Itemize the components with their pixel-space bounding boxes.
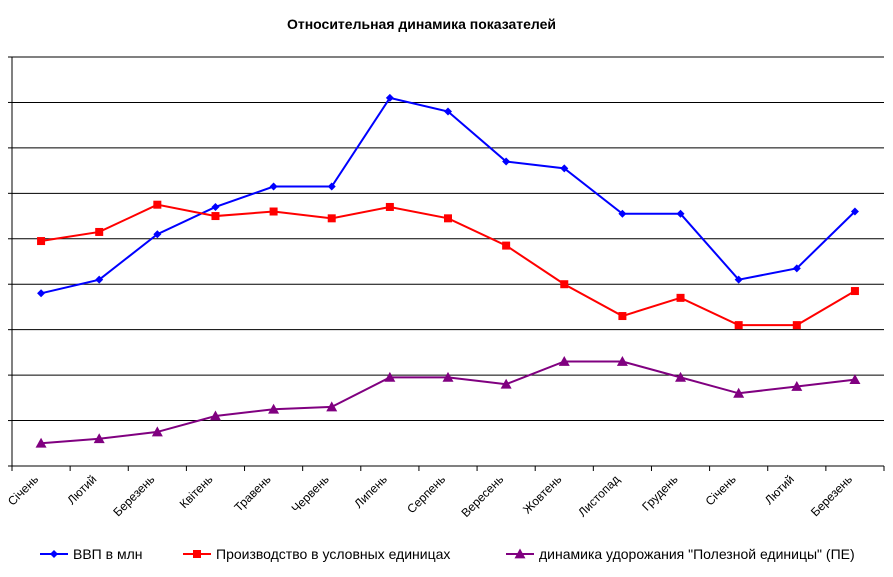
- data-point-square: [676, 293, 685, 302]
- data-point-diamond: [618, 209, 627, 218]
- data-point-square: [269, 207, 278, 216]
- data-point-diamond: [676, 209, 685, 218]
- series-group: [35, 93, 861, 448]
- data-point-triangle: [326, 401, 338, 412]
- data-point-square: [193, 550, 201, 558]
- x-tick-label: Серпень: [404, 472, 448, 516]
- data-point-square: [734, 321, 743, 330]
- series-3: [35, 355, 861, 448]
- data-point-triangle: [384, 371, 396, 382]
- x-tick-label: Березень: [110, 472, 157, 519]
- x-tick-label: Листопад: [575, 472, 622, 519]
- x-tick-label: Квітень: [177, 472, 216, 511]
- data-point-square: [211, 212, 220, 221]
- data-point-triangle: [442, 371, 454, 382]
- data-point-triangle: [849, 374, 861, 385]
- data-point-diamond: [37, 289, 46, 298]
- x-tick-label: Жовтень: [520, 472, 564, 516]
- x-tick-label: Липень: [351, 472, 390, 511]
- data-point-square: [385, 202, 394, 211]
- series-2: [37, 200, 859, 330]
- data-point-square: [618, 312, 627, 321]
- data-point-triangle: [733, 387, 745, 398]
- data-point-diamond: [50, 550, 58, 558]
- data-point-triangle: [268, 403, 280, 414]
- legend: ВВП в млн Производство в условных единица…: [40, 546, 855, 562]
- series-line: [40, 203, 856, 327]
- data-point-diamond: [444, 107, 452, 116]
- x-tick-label: Березень: [808, 472, 855, 519]
- data-point-diamond: [211, 202, 220, 211]
- legend-item-2: Производство в условных единицах: [183, 546, 450, 562]
- data-point-square: [37, 237, 46, 246]
- x-tick-labels: Січень Лютий Березень Квітень Травень Червень…: [5, 472, 855, 520]
- data-point-diamond: [269, 182, 278, 191]
- data-point-square: [153, 200, 162, 209]
- data-point-diamond: [792, 264, 801, 273]
- data-point-triangle: [93, 433, 105, 444]
- data-point-diamond: [385, 93, 394, 102]
- data-point-diamond: [734, 275, 743, 284]
- data-point-square: [560, 280, 569, 289]
- chart-title: Относительная динамика показателей: [286, 16, 557, 32]
- data-point-triangle: [616, 355, 628, 366]
- x-tick-label: Вересень: [458, 472, 506, 520]
- x-tick-label: Травень: [231, 472, 273, 514]
- data-point-square: [792, 321, 801, 330]
- data-point-triangle: [675, 371, 687, 382]
- data-point-triangle: [558, 355, 570, 366]
- legend-label: динамика удорожания "Полезной единицы" (…: [539, 546, 855, 562]
- series-line: [40, 96, 856, 295]
- data-point-square: [850, 287, 859, 296]
- data-point-triangle: [151, 426, 163, 437]
- data-point-diamond: [560, 164, 569, 173]
- data-point-diamond: [153, 230, 162, 239]
- data-point-diamond: [502, 157, 511, 166]
- series-1: [37, 93, 859, 298]
- data-point-triangle: [209, 410, 221, 421]
- data-point-square: [95, 227, 104, 236]
- data-point-square: [444, 214, 452, 223]
- x-tick-label: Січень: [703, 472, 739, 508]
- data-point-triangle: [500, 378, 512, 389]
- data-point-triangle: [35, 437, 47, 448]
- axes: [8, 56, 885, 471]
- data-point-square: [502, 241, 511, 250]
- x-tick-label: Лютий: [762, 472, 797, 507]
- x-tick-label: Січень: [5, 472, 41, 508]
- x-tick-label: Грудень: [639, 472, 680, 513]
- data-point-diamond: [327, 182, 336, 191]
- legend-item-3: динамика удорожания "Полезной единицы" (…: [506, 546, 855, 562]
- data-point-triangle: [514, 548, 526, 559]
- data-point-triangle: [791, 380, 803, 391]
- data-point-diamond: [850, 207, 859, 216]
- x-tick-label: Червень: [289, 472, 332, 515]
- legend-item-1: ВВП в млн: [40, 546, 142, 562]
- data-point-square: [327, 214, 336, 223]
- legend-label: ВВП в млн: [73, 546, 142, 562]
- legend-label: Производство в условных единицах: [216, 546, 450, 562]
- x-tick-label: Лютий: [64, 472, 99, 507]
- data-point-diamond: [95, 275, 104, 284]
